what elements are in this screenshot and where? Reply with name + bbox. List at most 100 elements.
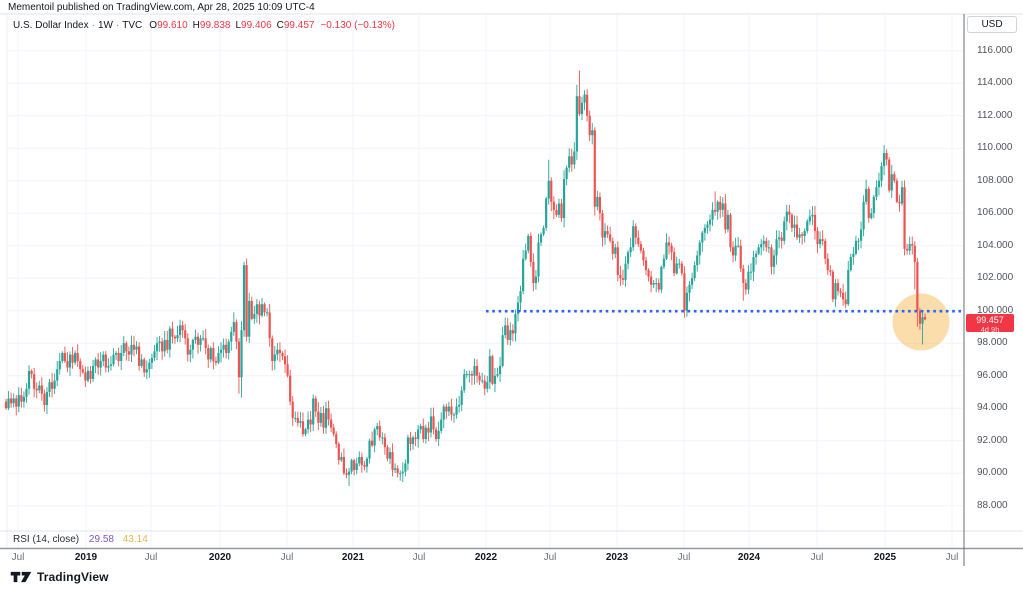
candle-body bbox=[58, 361, 61, 370]
candle-body bbox=[314, 398, 317, 412]
candle-body bbox=[527, 235, 530, 251]
candle-body bbox=[765, 240, 768, 248]
high-value: 99.838 bbox=[199, 20, 231, 31]
candle-body bbox=[4, 401, 8, 409]
candle-body bbox=[281, 352, 284, 357]
candle-body bbox=[650, 276, 653, 285]
candle-body bbox=[337, 443, 340, 461]
candle-body bbox=[583, 94, 586, 103]
candle-body bbox=[824, 240, 827, 259]
candle-body bbox=[396, 468, 399, 474]
candle-body bbox=[153, 351, 156, 358]
candle-body bbox=[565, 167, 568, 180]
candle-body bbox=[509, 330, 512, 340]
candle-body bbox=[588, 115, 591, 136]
candle-body bbox=[232, 322, 235, 332]
candle-body bbox=[867, 188, 870, 219]
candle-body bbox=[150, 357, 154, 363]
price-axis[interactable]: 116.000 114.000 112.000 110.000 108.000 106.0… bbox=[964, 0, 1023, 566]
candle-body bbox=[532, 261, 535, 284]
candle-body bbox=[703, 227, 706, 233]
candle-body bbox=[921, 317, 924, 324]
candle-body bbox=[611, 240, 614, 254]
candle-body bbox=[373, 429, 376, 446]
candle-body bbox=[481, 380, 484, 382]
candle-body bbox=[381, 437, 384, 439]
candle-body bbox=[729, 214, 732, 248]
candle-body bbox=[637, 237, 640, 245]
rsi-legend[interactable]: RSI (14, close) 29.58 43.14 bbox=[13, 534, 148, 545]
candle-body bbox=[399, 473, 402, 475]
open-value: 99.610 bbox=[157, 20, 188, 31]
time-tick-label: Jul bbox=[144, 552, 158, 563]
candle-body bbox=[294, 417, 297, 419]
candle-body bbox=[903, 187, 906, 249]
time-axis[interactable]: Jul 2019 Jul 2020 Jul 2021 Jul 2022 Jul 2023 Jul 20… bbox=[0, 0, 1023, 566]
candle-body bbox=[89, 370, 92, 379]
candle-body bbox=[501, 335, 504, 366]
candle-body bbox=[806, 221, 809, 232]
candle-body bbox=[273, 354, 276, 362]
candle-body bbox=[452, 414, 456, 416]
candle-body bbox=[130, 344, 133, 355]
candle-body bbox=[104, 354, 107, 368]
candle-body bbox=[299, 421, 302, 423]
time-tick-label: Jul bbox=[280, 552, 294, 563]
candle-body bbox=[283, 356, 287, 365]
candle-body bbox=[870, 213, 873, 219]
candle-body bbox=[148, 362, 151, 370]
candle-body bbox=[99, 361, 102, 368]
candle-body bbox=[775, 239, 778, 256]
candle-body bbox=[125, 343, 128, 352]
candle-body bbox=[504, 325, 507, 336]
candle-body bbox=[747, 271, 750, 290]
candle-body bbox=[491, 356, 494, 384]
candle-body bbox=[368, 440, 371, 459]
candle-body bbox=[25, 388, 28, 397]
candle-body bbox=[427, 427, 430, 433]
candle-body bbox=[670, 245, 673, 253]
currency-unit-button[interactable]: USD bbox=[967, 16, 1017, 33]
candle-body bbox=[240, 330, 243, 378]
candle-body bbox=[688, 284, 691, 293]
candle-body bbox=[675, 263, 678, 274]
candle-body bbox=[66, 361, 69, 368]
candle-body bbox=[685, 292, 689, 311]
candle-body bbox=[767, 247, 770, 249]
candle-body bbox=[673, 252, 676, 274]
candle-body bbox=[801, 234, 804, 236]
symbol-legend[interactable]: U.S. Dollar Index · 1W · TVC O99.610 H99.838 L9… bbox=[13, 20, 395, 31]
legend-separator: · bbox=[115, 20, 120, 31]
candle-body bbox=[355, 463, 358, 470]
interval-label: 1W bbox=[97, 20, 113, 31]
candle-body bbox=[38, 385, 41, 391]
candle-body bbox=[376, 426, 379, 430]
candle-body bbox=[475, 365, 479, 376]
candle-body bbox=[486, 382, 489, 389]
candle-body bbox=[81, 369, 84, 373]
candle-body bbox=[578, 96, 581, 115]
candle-body bbox=[278, 349, 282, 353]
tradingview-attribution-link[interactable]: TradingView bbox=[10, 570, 109, 584]
candle-body bbox=[545, 198, 548, 228]
candle-body bbox=[409, 437, 412, 444]
candle-body bbox=[865, 188, 868, 202]
candle-body bbox=[857, 240, 860, 242]
candle-body bbox=[212, 348, 215, 362]
candle-body bbox=[250, 300, 253, 319]
candle-body bbox=[166, 339, 169, 350]
price-tick-label: 112.000 bbox=[977, 109, 1013, 121]
candle-body bbox=[547, 180, 550, 199]
candle-body bbox=[632, 226, 635, 248]
candle-body bbox=[652, 283, 655, 285]
candle-body bbox=[754, 253, 758, 258]
candle-body bbox=[813, 214, 817, 232]
candle-body bbox=[639, 244, 642, 251]
candle-body bbox=[539, 234, 543, 243]
candle-body bbox=[570, 156, 573, 165]
legend-separator: · bbox=[91, 20, 95, 31]
candle-body bbox=[386, 447, 389, 459]
candle-body bbox=[788, 211, 791, 215]
candle-body bbox=[550, 180, 553, 202]
